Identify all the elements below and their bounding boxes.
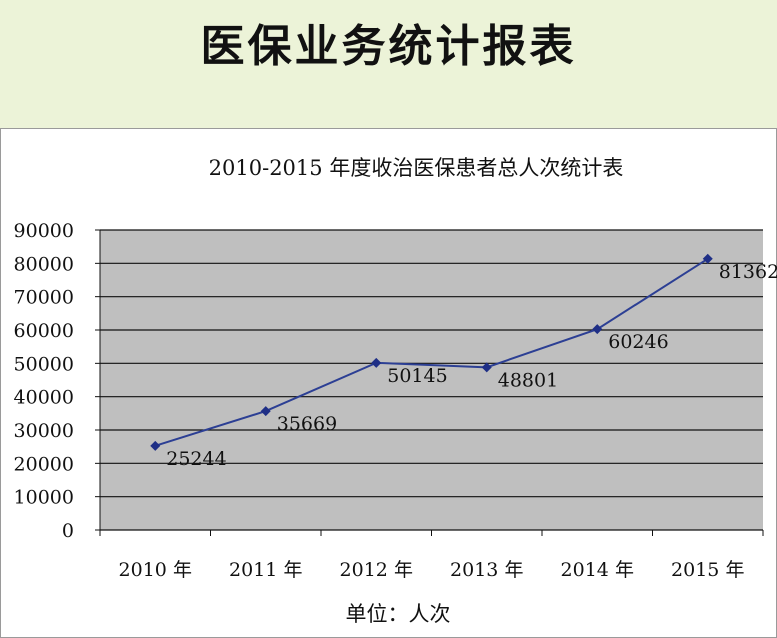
y-axis: 0 10000 20000 30000 40000 50000 60000 70000 8000… [14,220,101,542]
y-tick-label: 90000 [14,220,74,242]
x-tick-label: 2014 年 [561,559,634,581]
x-axis-unit-label: 单位：人次 [346,602,451,626]
data-label: 60246 [608,331,668,353]
y-tick-label: 0 [62,520,74,542]
data-point [371,357,382,368]
y-tick-label: 30000 [14,420,74,442]
header-banner: 医保业务统计报表 [0,0,777,128]
y-tick-label: 50000 [14,353,74,375]
x-tick-label: 2013 年 [450,559,523,581]
x-tick-label: 2010 年 [119,559,192,581]
data-label: 25244 [166,448,226,470]
data-label-group: 25244 35669 50145 48801 60246 81362 [166,261,777,470]
data-label: 50145 [387,365,447,387]
y-tick-label: 70000 [14,287,74,309]
plot-area [100,230,763,530]
data-label: 35669 [277,413,337,435]
data-label: 48801 [498,369,558,391]
y-tick-label: 20000 [14,453,74,475]
page-title: 医保业务统计报表 [200,21,577,72]
y-tick-label: 40000 [14,387,74,409]
y-tick-label: 80000 [14,253,74,275]
data-point [592,324,603,335]
x-tick-label: 2015 年 [671,559,744,581]
data-point [481,362,492,373]
data-point [150,440,161,451]
x-axis: 2010 年 2011 年 2012 年 2013 年 2014 年 2015 年 [99,529,764,581]
x-tick-label: 2012 年 [340,559,413,581]
data-point [260,406,271,417]
chart-title: 2010-2015 年度收治医保患者总人次统计表 [209,156,624,180]
data-label: 81362 [719,261,777,283]
series-group [150,253,713,451]
data-point [702,253,713,264]
x-tick-label: 2011 年 [229,559,302,581]
y-tick-label: 10000 [14,487,74,509]
series-line [154,257,709,447]
y-tick-label: 60000 [14,320,74,342]
